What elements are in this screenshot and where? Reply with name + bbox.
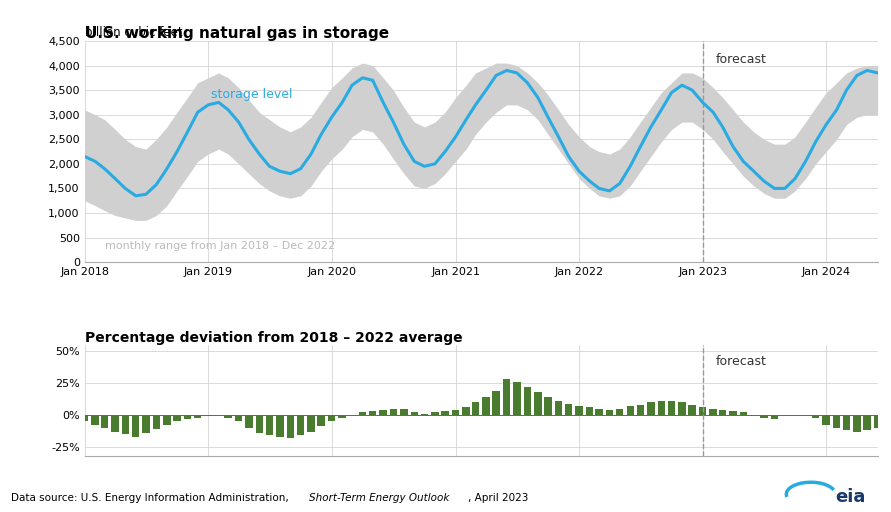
Bar — [380, 410, 387, 415]
Bar — [163, 415, 170, 425]
Text: Short-Term Energy Outlook: Short-Term Energy Outlook — [309, 493, 450, 503]
Bar — [266, 415, 274, 435]
Bar — [740, 413, 747, 415]
Bar — [595, 409, 603, 415]
Bar — [833, 415, 840, 428]
Text: , April 2023: , April 2023 — [468, 493, 528, 503]
Bar — [317, 415, 325, 426]
Bar — [854, 415, 861, 432]
Bar — [874, 415, 881, 428]
Bar — [276, 415, 283, 437]
Bar — [101, 415, 109, 428]
Bar — [667, 401, 675, 415]
Bar — [534, 392, 542, 415]
Bar — [256, 415, 263, 433]
Bar — [730, 411, 737, 415]
Bar — [472, 402, 479, 415]
Text: Percentage deviation from 2018 – 2022 average: Percentage deviation from 2018 – 2022 av… — [85, 331, 462, 345]
Text: U.S. working natural gas in storage: U.S. working natural gas in storage — [85, 26, 388, 41]
Bar — [647, 402, 655, 415]
Bar — [297, 415, 305, 435]
Text: monthly range from Jan 2018 – Dec 2022: monthly range from Jan 2018 – Dec 2022 — [104, 241, 335, 251]
Bar — [194, 415, 201, 418]
Bar — [544, 397, 552, 415]
Bar — [637, 405, 644, 415]
Bar — [441, 411, 449, 415]
Bar — [513, 382, 520, 415]
Bar — [658, 401, 665, 415]
Bar — [606, 410, 613, 415]
Bar — [493, 391, 500, 415]
Bar — [411, 413, 418, 415]
Bar — [359, 413, 366, 415]
Bar — [111, 415, 119, 432]
Bar — [369, 411, 376, 415]
Bar — [555, 401, 562, 415]
Bar — [709, 409, 717, 415]
Bar — [565, 403, 572, 415]
Bar — [431, 413, 438, 415]
Bar — [689, 405, 696, 415]
Bar — [802, 415, 809, 416]
Bar — [184, 415, 192, 419]
Bar — [771, 415, 778, 419]
Bar — [307, 415, 315, 432]
Bar — [452, 410, 459, 415]
Bar — [626, 406, 634, 415]
Bar — [225, 415, 232, 418]
Bar — [719, 410, 726, 415]
Bar — [750, 415, 757, 416]
Bar — [152, 415, 160, 429]
Text: eia: eia — [835, 488, 865, 506]
Text: forecast: forecast — [715, 53, 766, 66]
Bar — [576, 406, 583, 415]
Bar — [586, 408, 593, 415]
Bar — [524, 387, 531, 415]
Bar — [400, 409, 407, 415]
Bar — [760, 415, 768, 418]
Bar — [235, 415, 242, 421]
Bar — [616, 409, 624, 415]
Bar — [245, 415, 252, 428]
Bar — [132, 415, 140, 437]
Bar — [287, 415, 294, 438]
Text: Data source: U.S. Energy Information Administration,: Data source: U.S. Energy Information Adm… — [11, 493, 291, 503]
Bar — [812, 415, 820, 418]
Bar — [678, 402, 686, 415]
Bar — [482, 397, 490, 415]
Text: forecast: forecast — [715, 355, 766, 368]
Bar — [822, 415, 830, 425]
Bar — [389, 409, 397, 415]
Bar — [339, 415, 346, 418]
Text: billion cubic feet: billion cubic feet — [85, 26, 183, 39]
Bar — [421, 414, 429, 415]
Bar — [462, 408, 470, 415]
Bar — [204, 415, 212, 416]
Bar — [503, 379, 511, 415]
Bar — [328, 415, 335, 421]
Text: storage level: storage level — [211, 88, 292, 101]
Bar — [121, 415, 129, 434]
Bar — [81, 415, 88, 421]
Bar — [699, 408, 707, 415]
Bar — [143, 415, 150, 433]
Bar — [863, 415, 871, 430]
Bar — [781, 415, 789, 416]
Bar — [843, 415, 850, 430]
Bar — [174, 415, 181, 421]
Bar — [92, 415, 99, 425]
